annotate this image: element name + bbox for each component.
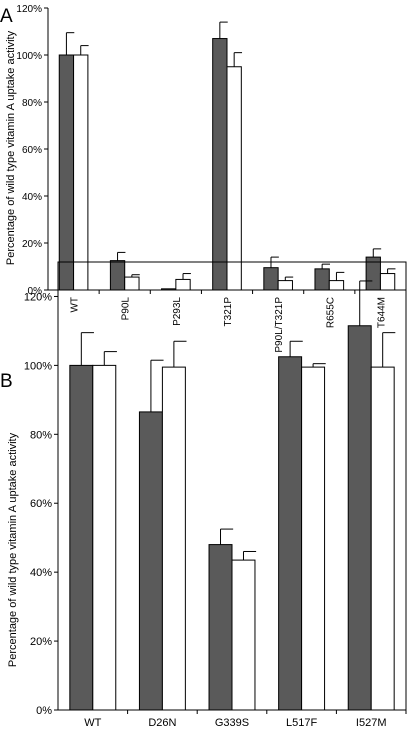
x-tick-label: D26N: [148, 717, 176, 729]
bar: [175, 278, 191, 291]
bar: [226, 66, 242, 291]
bar: [347, 325, 372, 711]
y-tick-label: 80%: [30, 429, 52, 441]
bar: [212, 38, 228, 291]
x-tick-label: T321P: [223, 297, 234, 327]
chart-panel-a: A Percentage of wild type vitamin A upta…: [0, 4, 407, 353]
y-tick-label: 20%: [30, 636, 52, 648]
bar: [69, 364, 94, 711]
y-tick-label: 40%: [30, 567, 52, 579]
x-tick-label: WT: [70, 297, 81, 313]
panel-label-a: A: [0, 6, 13, 27]
bar: [109, 260, 126, 291]
bar: [379, 273, 396, 291]
bar: [92, 364, 117, 711]
bar: [301, 366, 326, 711]
x-tick-label: P293L: [172, 297, 183, 326]
bar: [328, 280, 345, 291]
y-tick-label: 120%: [24, 291, 52, 303]
panel-label-b: B: [0, 371, 13, 392]
y-tick-label: 0%: [36, 705, 52, 717]
y-tick-label: 20%: [22, 239, 42, 250]
y-tick-label: 60%: [22, 145, 42, 156]
bar: [370, 366, 395, 711]
y-tick-label: 60%: [30, 498, 52, 510]
x-tick-label: L517F: [286, 717, 317, 729]
y-axis-label-b: Percentage of wild type vitamin A uptake…: [7, 432, 19, 667]
bar: [314, 268, 330, 291]
bar: [73, 54, 89, 291]
y-tick-label: 40%: [22, 192, 42, 203]
x-tick-label: R655C: [325, 297, 336, 328]
y-axis-label-a: Percentage of wild type vitamin A uptake…: [5, 30, 17, 265]
y-tick-label: 120%: [16, 4, 42, 15]
bar: [278, 356, 303, 711]
y-tick-label: 80%: [22, 98, 42, 109]
bar: [161, 366, 186, 711]
bar: [231, 559, 256, 711]
bar: [124, 276, 140, 291]
x-tick-label: WT: [84, 717, 101, 729]
bar: [58, 54, 75, 291]
x-tick-label: T644M: [376, 297, 387, 328]
bar: [138, 411, 163, 711]
y-tick-label: 0%: [28, 286, 43, 297]
y-tick-label: 100%: [16, 51, 42, 62]
x-tick-label: I527M: [356, 717, 387, 729]
chart-panel-b: B Percentage of wild type vitamin A upta…: [0, 261, 407, 729]
x-tick-label: P90L/T321P: [274, 297, 285, 353]
bar: [277, 280, 293, 291]
y-tick-label: 100%: [24, 360, 52, 372]
x-tick-label: P90L: [121, 297, 132, 321]
bar: [161, 288, 177, 291]
bar: [263, 267, 279, 291]
x-tick-label: G339S: [215, 717, 249, 729]
bar: [208, 544, 233, 711]
